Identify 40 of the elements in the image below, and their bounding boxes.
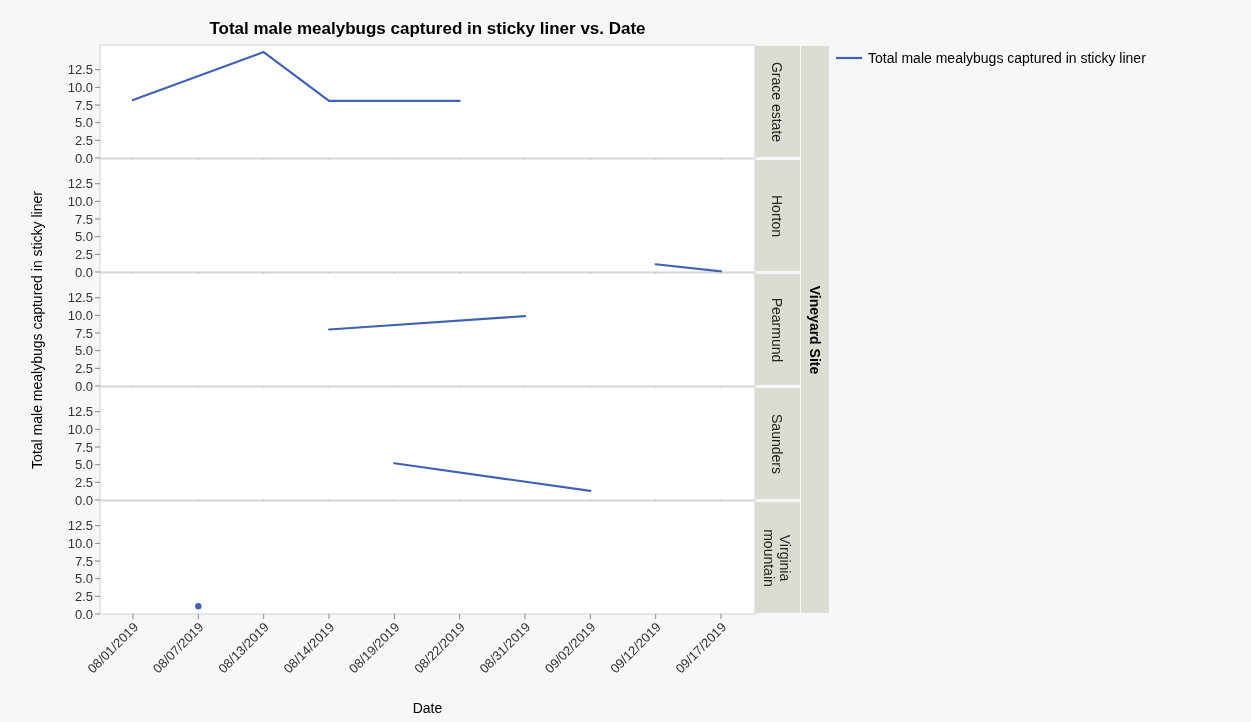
- y-tick-label: 5.0: [74, 457, 93, 473]
- y-tick-label: 0.0: [74, 378, 93, 394]
- y-tick-label: 2.5: [74, 246, 93, 262]
- y-tick-label: 7.5: [74, 439, 93, 455]
- y-tick-label: 12.5: [67, 176, 93, 192]
- y-tick-label: 0.0: [74, 492, 93, 508]
- y-tick-label: 2.5: [74, 360, 93, 376]
- y-tick-label: 10.0: [67, 307, 93, 323]
- y-tick-label: 2.5: [74, 588, 93, 604]
- x-axis-title: Date: [412, 700, 443, 716]
- y-tick-label: 12.5: [67, 290, 93, 306]
- y-tick-label: 7.5: [74, 325, 93, 341]
- y-tick-label: 10.0: [67, 193, 93, 209]
- y-axis-title: Total male mealybugs captured in sticky liner: [29, 190, 45, 469]
- y-tick-label: 2.5: [74, 474, 93, 490]
- y-tick-label: 5.0: [74, 571, 93, 587]
- chart-title: Total male mealybugs captured in sticky liner vs. Date: [209, 19, 646, 38]
- text: Horton: [769, 194, 785, 238]
- y-tick-label: 10.0: [67, 79, 93, 95]
- y-tick-label: 12.5: [67, 518, 93, 534]
- y-tick-label: 10.0: [67, 421, 93, 437]
- y-tick-label: 7.5: [74, 211, 93, 227]
- text: Pearmund: [769, 297, 785, 363]
- y-tick-label: 12.5: [67, 404, 93, 420]
- y-tick-label: 7.5: [74, 553, 93, 569]
- y-tick-label: 0.0: [74, 150, 93, 166]
- y-tick-label: 7.5: [74, 97, 93, 113]
- y-tick-label: 0.0: [74, 606, 93, 622]
- y-tick-label: 2.5: [74, 132, 93, 148]
- legend-label: Total male mealybugs captured in sticky liner: [868, 49, 1147, 66]
- y-tick-label: 0.0: [74, 264, 93, 280]
- y-tick-label: 5.0: [74, 343, 93, 359]
- y-tick-label: 5.0: [74, 229, 93, 245]
- y-tick-label: 5.0: [74, 115, 93, 131]
- text: Virginia mountain: [761, 529, 793, 587]
- text: Vineyard Site: [807, 285, 824, 375]
- y-tick-label: 10.0: [67, 535, 93, 551]
- text: Grace estate: [769, 61, 785, 143]
- text: Saunders: [769, 414, 785, 474]
- y-tick-label: 12.5: [67, 62, 93, 78]
